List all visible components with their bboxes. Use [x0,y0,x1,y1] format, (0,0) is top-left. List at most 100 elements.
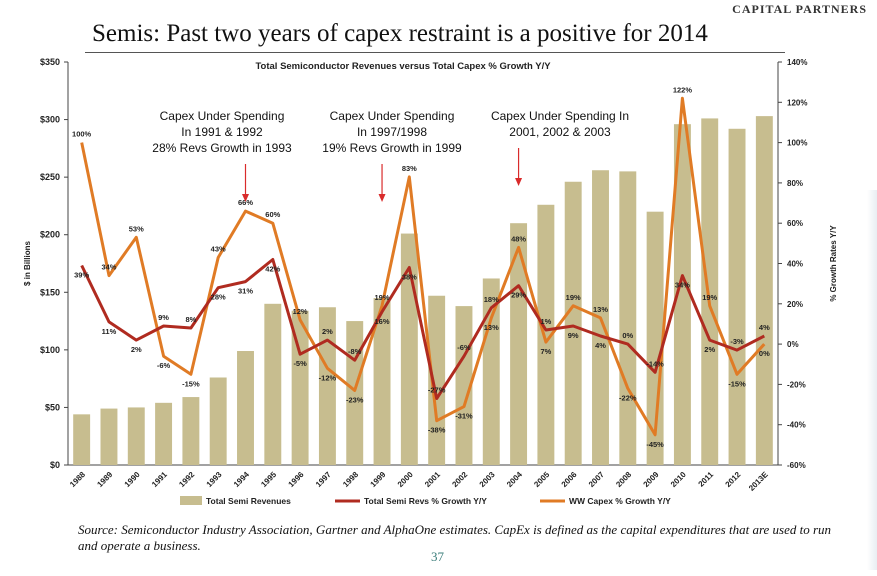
right-tick-label: -60% [787,461,806,470]
revenue-bar [291,310,309,465]
x-tick-label: 2011 [697,470,716,489]
y2-axis-label: % Growth Rates Y/Y [829,225,838,302]
revs-data-label: 18% [484,295,499,304]
capex-data-label: 53% [129,224,144,233]
revenue-bar [209,377,227,465]
revenue-bar [428,295,446,465]
x-tick-label: 1994 [232,470,251,489]
capex-data-label: 66% [238,198,253,207]
capex-data-label: 12% [293,307,308,316]
revs-data-label: -5% [293,359,307,368]
x-tick-label: 2008 [614,470,633,489]
capex-data-label: 100% [72,130,92,139]
revenue-bar [482,278,500,465]
revenue-bar [100,408,118,465]
revs-data-label: 2% [322,327,333,336]
capex-data-label: -23% [346,395,364,404]
x-tick-label: 2004 [505,470,524,489]
revs-data-label: -14% [646,359,664,368]
revs-data-label: 4% [595,341,606,350]
right-tick-label: 80% [787,179,803,188]
revs-data-label: 9% [158,313,169,322]
revs-data-label: 28% [211,293,226,302]
legend-swatch-revenue [180,496,202,505]
capex-data-label: 19% [702,293,717,302]
revenue-bar [73,414,91,465]
revs-data-label: -27% [428,386,446,395]
capex-data-label: 7% [540,347,551,356]
revenue-bar [510,223,528,465]
revenue-bar [537,204,555,465]
capex-data-label: 48% [511,234,526,243]
capex-data-label: 43% [211,244,226,253]
capex-data-label: -38% [428,426,446,435]
revenue-bar [564,181,582,465]
revenue-bar [755,116,773,466]
capex-data-label: -15% [728,379,746,388]
revs-data-label: 4% [759,323,770,332]
chart-title: Total Semiconductor Revenues versus Tota… [255,61,551,72]
y-axis-label: $ in Billions [23,241,32,286]
legend-label-revs: Total Semi Revs % Growth Y/Y [364,496,487,506]
left-tick-label: $200 [40,230,60,240]
revs-data-label: 1% [540,317,551,326]
capex-data-label: -6% [157,361,171,370]
annotation-text: Capex Under Spending [160,109,285,123]
annotation-text: In 1997/1998 [357,125,427,139]
x-tick-label: 1998 [341,470,360,489]
x-tick-label: 2005 [532,470,551,489]
right-tick-label: 60% [787,219,803,228]
x-tick-label: 2007 [587,470,606,489]
source-note: Source: Semiconductor Industry Associati… [78,522,832,553]
x-tick-label: 1988 [68,470,87,489]
x-tick-label: 2000 [396,470,415,489]
revs-data-label: -8% [348,347,362,356]
revs-data-label: 8% [185,315,196,324]
annotation-text: Capex Under Spending In [491,109,629,123]
revs-data-label: 0% [622,331,633,340]
revenue-bar [318,307,336,465]
capex-data-label: 13% [484,323,499,332]
x-tick-label: 2006 [560,470,579,489]
right-tick-label: 0% [787,340,799,349]
revenue-bar [155,402,173,465]
revenue-bar [127,407,145,465]
capex-data-label: 0% [759,349,770,358]
legend-label-capex: WW Capex % Growth Y/Y [569,496,671,506]
revs-data-label: 2% [131,345,142,354]
revs-growth-line [80,258,765,400]
x-tick-label: 1997 [314,470,333,489]
right-tick-label: -20% [787,380,806,389]
annotation-arrow-head [378,194,386,202]
capex-data-label: -15% [182,379,200,388]
revenue-capex-chart: $0 $50 $100 $150 $200 $250 $300 $350 -60% -40% -20… [23,57,838,506]
capex-data-label: 19% [375,293,390,302]
revs-data-label: 38% [402,273,417,282]
annotation-text: 19% Revs Growth in 1999 [322,141,462,155]
right-tick-label: 100% [787,139,807,148]
left-tick-label: $250 [40,172,60,182]
revenue-bar [646,211,664,465]
revenue-bar [346,321,364,465]
capex-data-label: 19% [566,293,581,302]
capex-growth-line [80,96,766,437]
x-tick-label: 2010 [669,470,688,489]
revs-data-label: 34% [675,281,690,290]
x-tick-label: 1999 [369,470,388,489]
revenue-bar [237,351,254,465]
x-tick-label: 1995 [259,470,278,489]
slide-title: Semis: Past two years of capex restraint… [92,20,708,47]
capex-data-label: -22% [619,393,637,402]
revs-data-label: 29% [511,291,526,300]
title-divider [85,52,785,53]
x-tick-label: 1991 [150,470,169,489]
revenue-bar [373,298,391,465]
right-tick-label: 40% [787,260,803,269]
annotation-text: In 1991 & 1992 [181,125,263,139]
revs-data-label: 42% [265,264,280,273]
x-tick-label: 2009 [642,470,661,489]
revs-data-label: 2% [704,345,715,354]
revenue-bar [701,118,719,466]
page-edge-shadow [867,190,877,570]
annotation-arrow-head [242,194,249,202]
